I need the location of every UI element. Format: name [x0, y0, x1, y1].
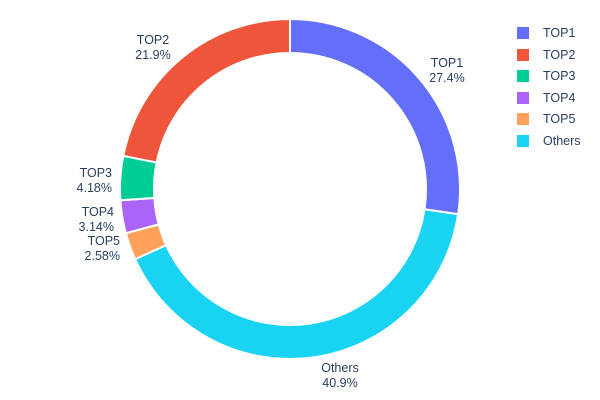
pie-slice-others[interactable] [133, 208, 460, 360]
slice-label-name: TOP3 [79, 166, 112, 180]
pie-slice-top3[interactable] [119, 154, 158, 202]
slice-label-name: Others [321, 361, 359, 375]
slice-label-percent: 2.58% [84, 249, 120, 263]
legend-swatch-top3 [517, 70, 529, 83]
slice-label-others: Others 40.9% [300, 361, 380, 391]
slice-label-percent: 21.9% [135, 48, 171, 62]
slice-label-name: TOP1 [430, 56, 464, 70]
slice-label-top5: TOP5 2.58% [48, 234, 120, 264]
legend-label: Others [543, 133, 581, 148]
legend-label: TOP4 [543, 90, 576, 105]
legend-swatch-others [517, 134, 529, 147]
legend-item-top1[interactable]: TOP1 [517, 26, 581, 40]
slice-label-top3: TOP3 4.18% [40, 166, 112, 196]
legend-label: TOP1 [543, 26, 576, 40]
legend-item-top4[interactable]: TOP4 [517, 91, 581, 105]
legend-swatch-top2 [517, 48, 529, 61]
slice-label-top1: TOP1 27.4% [407, 56, 487, 86]
legend-label: TOP2 [543, 47, 576, 62]
legend-item-others[interactable]: Others [517, 134, 581, 148]
pie-slice-top1[interactable] [289, 17, 461, 216]
slice-label-percent: 27.4% [429, 71, 465, 85]
slice-label-percent: 4.18% [76, 181, 112, 195]
legend-swatch-top4 [517, 91, 529, 104]
legend-label: TOP5 [543, 112, 576, 127]
slice-label-percent: 3.14% [78, 220, 114, 234]
slice-label-top2: TOP2 21.9% [113, 33, 193, 63]
legend-item-top2[interactable]: TOP2 [517, 48, 581, 62]
slice-label-top4: TOP4 3.14% [42, 205, 114, 235]
slice-label-name: TOP2 [136, 33, 170, 47]
legend-swatch-top5 [517, 113, 529, 126]
legend-item-top3[interactable]: TOP3 [517, 69, 581, 83]
slice-label-percent: 40.9% [322, 376, 358, 390]
legend-item-top5[interactable]: TOP5 [517, 112, 581, 126]
pie-slice-top2[interactable] [122, 17, 291, 164]
slice-label-name: TOP4 [81, 205, 114, 219]
legend-swatch-top1 [517, 27, 529, 39]
legend: TOP1 TOP2 TOP3 TOP4 TOP5 Others [517, 26, 581, 156]
legend-label: TOP3 [543, 69, 576, 84]
slice-label-name: TOP5 [87, 234, 120, 248]
